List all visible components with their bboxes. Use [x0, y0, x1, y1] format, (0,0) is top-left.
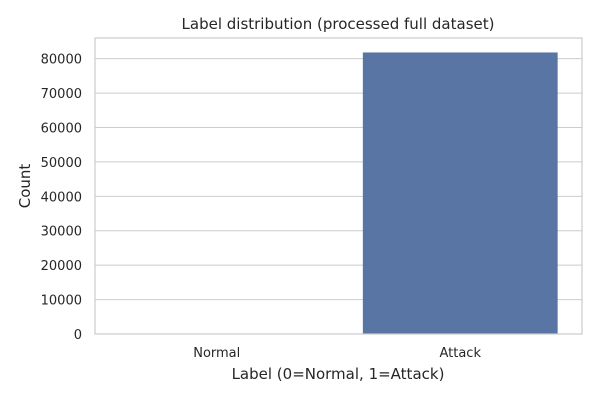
y-tick-label: 70000: [41, 87, 82, 102]
y-tick-label: 40000: [41, 190, 82, 205]
bars: [362, 52, 558, 335]
bar-attack: [362, 52, 558, 335]
x-tick-label: Attack: [439, 346, 481, 361]
chart-title: Label distribution (processed full datas…: [182, 15, 495, 33]
y-tick-labels: 0 10000 20000 30000 40000 50000 60000 70000 8000…: [41, 53, 82, 343]
y-tick-label: 60000: [41, 121, 82, 136]
y-tick-label: 50000: [41, 156, 82, 171]
gridlines: [95, 58, 582, 335]
x-tick-labels: Normal Attack: [193, 346, 481, 361]
y-axis-label: Count: [16, 164, 34, 209]
y-tick-label: 80000: [41, 53, 82, 68]
y-tick-label: 20000: [41, 259, 82, 274]
y-tick-label: 10000: [41, 294, 82, 309]
y-tick-label: 30000: [41, 225, 82, 240]
plot-frame: [94, 37, 583, 335]
x-axis-label: Label (0=Normal, 1=Attack): [232, 365, 445, 383]
y-tick-label: 0: [74, 328, 82, 343]
x-tick-label: Normal: [193, 346, 240, 361]
